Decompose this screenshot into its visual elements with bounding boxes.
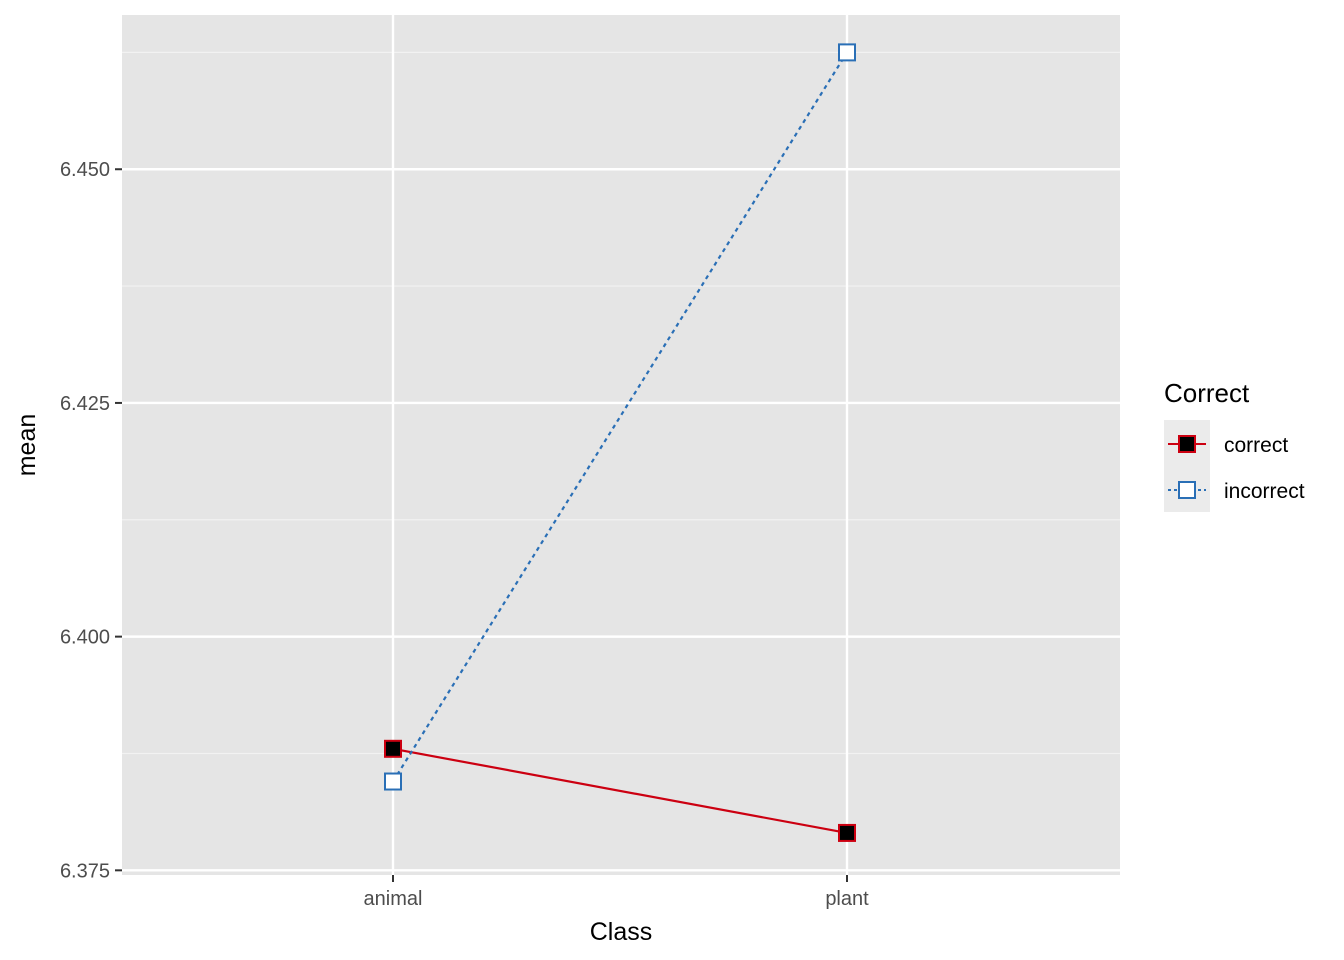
series-line-correct (392, 747, 848, 835)
legend-marker-correct (1178, 435, 1196, 453)
legend: Correct correct incorrect (1164, 378, 1305, 512)
y-tick-label: 6.425 (60, 393, 110, 415)
y-tick-label: 6.450 (60, 159, 110, 181)
legend-marker-incorrect (1178, 481, 1196, 499)
x-axis-title: Class (590, 918, 653, 946)
panel-background (122, 15, 1120, 875)
series-correct (384, 739, 856, 842)
y-tick-label: 6.400 (60, 627, 110, 649)
legend-label-correct: correct (1224, 434, 1288, 457)
y-axis-title: mean (13, 414, 41, 477)
series-incorrect (384, 43, 856, 791)
legend-title: Correct (1164, 378, 1250, 408)
data-series (384, 43, 856, 842)
data-point-incorrect-animal (384, 772, 402, 791)
legend-label-incorrect: incorrect (1224, 480, 1305, 503)
data-point-correct-plant (838, 823, 856, 842)
x-tick-label: plant (825, 888, 869, 910)
data-point-correct-animal (384, 739, 402, 758)
data-point-incorrect-plant (838, 43, 856, 62)
gridlines (122, 15, 1120, 875)
x-tick-label: animal (364, 888, 423, 910)
legend-keys: correct incorrect (1164, 420, 1305, 512)
y-tick-label: 6.375 (60, 860, 110, 882)
series-line-incorrect (392, 51, 848, 783)
axes: 6.375 6.400 6.425 6.450 animal plant (60, 159, 869, 910)
